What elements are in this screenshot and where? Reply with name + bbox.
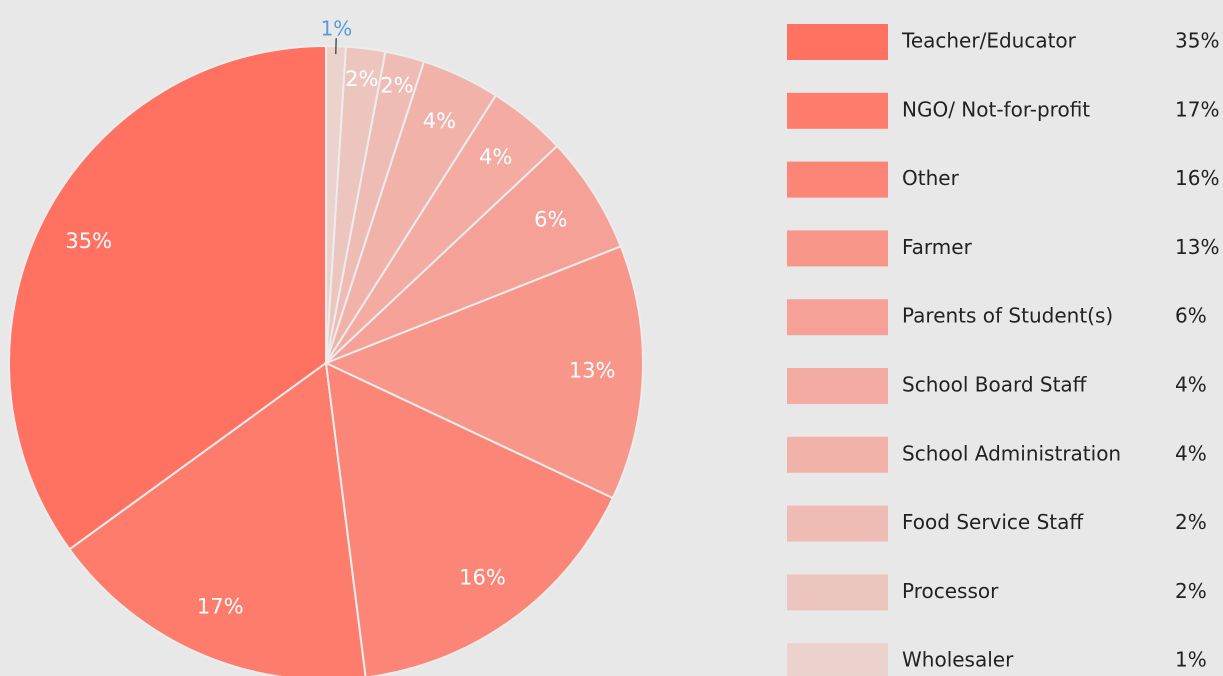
legend-swatch	[787, 299, 888, 336]
slice-label: 16%	[459, 565, 506, 589]
slice-label: 4%	[479, 145, 512, 169]
legend-swatch	[787, 368, 888, 404]
legend-label: School Board Staff	[902, 373, 1088, 397]
legend-swatch	[787, 505, 888, 542]
legend-swatch	[787, 574, 888, 611]
legend-label: NGO/ Not-for-profit	[902, 97, 1090, 121]
legend-label: Farmer	[902, 235, 973, 259]
legend-value: 6%	[1175, 304, 1207, 328]
slice-label: 6%	[534, 207, 567, 231]
slice-label: 1%	[321, 17, 353, 41]
legend-value: 13%	[1175, 235, 1219, 259]
legend-label: Parents of Student(s)	[902, 304, 1113, 328]
legend-value: 2%	[1175, 510, 1207, 534]
legend-swatch	[787, 230, 888, 267]
pie-slice	[68, 361, 367, 676]
pie-slice	[325, 144, 623, 364]
slice-label: 13%	[569, 358, 616, 382]
slice-label: 2%	[380, 74, 413, 98]
legend-value: 2%	[1175, 579, 1207, 603]
legend-swatch	[787, 643, 888, 676]
legend-swatch	[787, 161, 888, 198]
slice-label: 4%	[423, 109, 456, 133]
legend-swatch	[787, 436, 888, 473]
leader-line	[334, 38, 337, 55]
legend-label: Other	[902, 166, 960, 190]
legend-value: 4%	[1175, 441, 1207, 465]
legend-swatch	[787, 24, 888, 60]
pie-slice	[8, 44, 327, 551]
legend-value: 4%	[1175, 373, 1207, 397]
legend-value: 35%	[1175, 29, 1219, 53]
slice-label: 2%	[345, 67, 378, 91]
legend-value: 17%	[1175, 97, 1219, 121]
legend-swatch	[787, 92, 888, 129]
slice-label: 35%	[65, 229, 112, 253]
legend-label: School Administration	[902, 441, 1121, 465]
legend-label: Teacher/Educator	[901, 29, 1077, 53]
legend-value: 1%	[1175, 648, 1207, 672]
pie-slice	[323, 245, 644, 500]
legend-label: Wholesaler	[902, 648, 1014, 672]
legend-label: Processor	[902, 579, 999, 603]
legend-value: 16%	[1175, 166, 1219, 190]
pie-slice	[324, 361, 615, 676]
legend-label: Food Service Staff	[902, 510, 1084, 534]
slice-label: 17%	[197, 594, 244, 618]
